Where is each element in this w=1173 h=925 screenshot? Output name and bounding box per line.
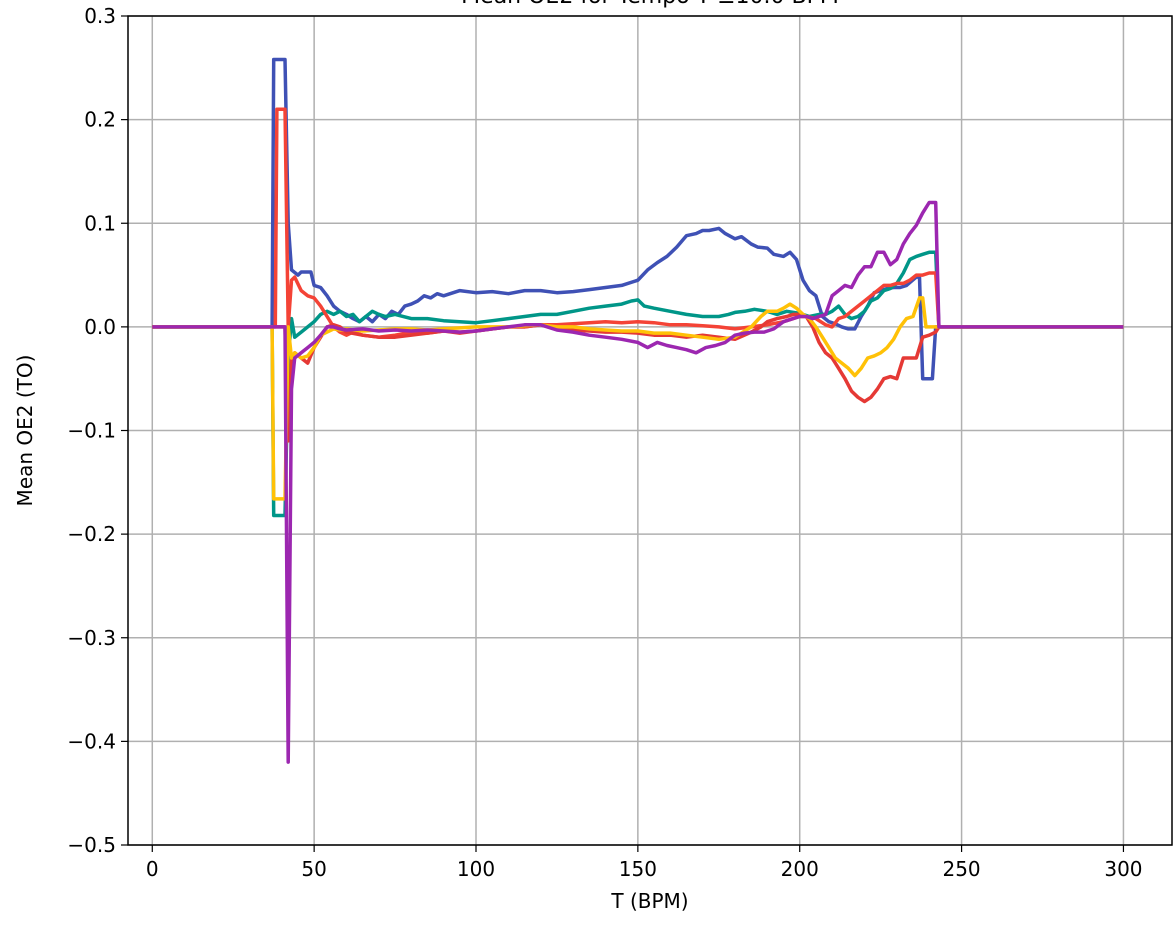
- series-line-6: [152, 200, 1124, 764]
- y-tick-label: 0.3: [84, 4, 116, 28]
- x-tick-label: 300: [1104, 857, 1142, 881]
- y-tick-label: −0.4: [67, 729, 116, 753]
- y-axis-label: Mean OE2 (TO): [13, 355, 37, 507]
- chart-title: Mean OE2 for Tempo T ±10.0 BPM: [461, 0, 839, 9]
- x-tick-label: 150: [619, 857, 657, 881]
- x-tick-label: 0: [146, 857, 159, 881]
- x-tick-label: 200: [781, 857, 819, 881]
- y-tick-label: 0.0: [84, 315, 116, 339]
- y-tick-label: −0.1: [67, 419, 116, 443]
- x-tick-label: 100: [457, 857, 495, 881]
- series-line-3: [152, 107, 1124, 339]
- series-line-4: [152, 312, 1124, 443]
- x-tick-label: 250: [942, 857, 980, 881]
- y-tick-label: −0.5: [67, 833, 116, 857]
- series-line-5: [152, 296, 1124, 501]
- y-tick-label: 0.1: [84, 211, 116, 235]
- y-tick-label: 0.2: [84, 108, 116, 132]
- series-line-2: [152, 250, 1124, 518]
- x-tick-label: 50: [301, 857, 326, 881]
- y-tick-label: −0.3: [67, 626, 116, 650]
- x-axis-label: T (BPM): [610, 889, 688, 913]
- y-axis-ticks: 0.3 0.2 0.1 0.0 −0.1 −0.2 −0.3 −0.4 −0.5: [67, 4, 128, 857]
- y-tick-label: −0.2: [67, 522, 116, 546]
- series-lines: [152, 57, 1124, 764]
- grid-lines: [128, 15, 1172, 846]
- x-axis-ticks: 0 50 100 150 200 250 300: [146, 845, 1143, 881]
